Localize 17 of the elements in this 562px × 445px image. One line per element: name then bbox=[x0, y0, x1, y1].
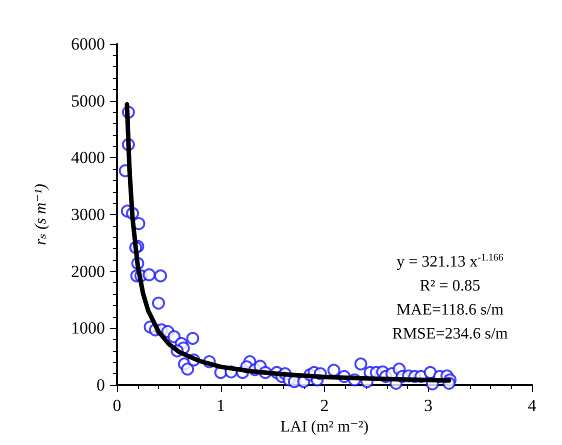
x-tick-label: 0 bbox=[112, 396, 122, 415]
y-tick-label: 6000 bbox=[71, 34, 105, 54]
x-tick-label: 3 bbox=[424, 396, 432, 415]
annotation: RMSE=234.6 s/m bbox=[392, 326, 508, 342]
y-tick-label: 5000 bbox=[71, 91, 105, 110]
y-tick-label: 2000 bbox=[71, 262, 105, 281]
y-tick-label: 0 bbox=[96, 376, 105, 394]
x-axis-title: LAI (m² m⁻²) bbox=[280, 418, 369, 436]
x-tick-label: 1 bbox=[216, 396, 225, 415]
x-tick-label: 4 bbox=[528, 396, 537, 415]
y-tick-label: 1000 bbox=[71, 318, 105, 338]
annotation: R² = 0.85 bbox=[420, 278, 480, 294]
y-axis-title: rₛ (s m⁻¹) bbox=[32, 184, 50, 246]
x-tick-label: 2 bbox=[320, 396, 329, 415]
y-tick-label: 3000 bbox=[71, 205, 105, 224]
y-tick-label: 4000 bbox=[71, 148, 105, 168]
annotation: MAE=118.6 s/m bbox=[396, 302, 504, 318]
